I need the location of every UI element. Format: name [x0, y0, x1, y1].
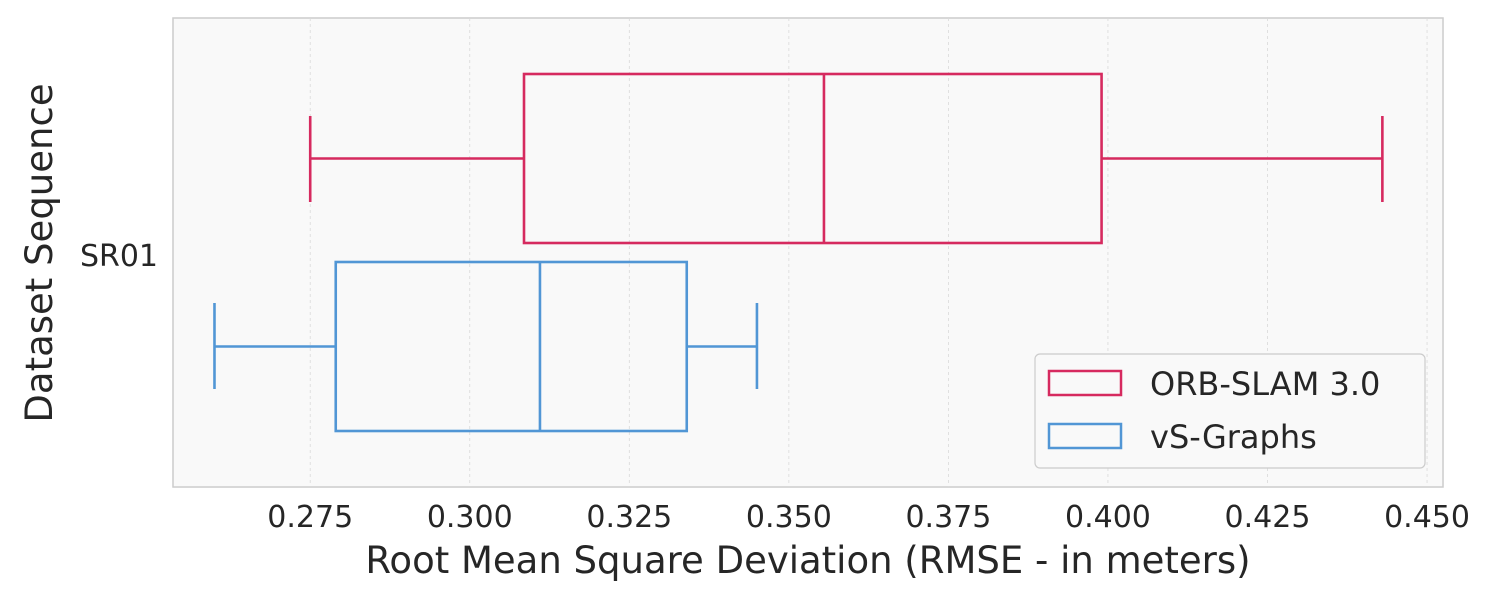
x-axis-label: Root Mean Square Deviation (RMSE - in me… — [365, 539, 1250, 582]
boxes — [213, 72, 1384, 433]
x-tick-label: 0.375 — [905, 500, 991, 535]
x-tick-label: 0.450 — [1384, 500, 1470, 535]
x-tick-label: 0.275 — [267, 500, 353, 535]
legend-label-vs-graphs: vS-Graphs — [1150, 418, 1317, 456]
x-tick-label: 0.400 — [1065, 500, 1151, 535]
y-category-label: SR01 — [80, 239, 158, 274]
x-tick-label: 0.425 — [1225, 500, 1311, 535]
x-tick-label: 0.350 — [746, 500, 832, 535]
box-vs-graphs — [213, 260, 759, 433]
box-orb-slam-3-0 — [308, 72, 1384, 245]
legend-swatch-orb-slam — [1047, 369, 1123, 397]
x-axis-ticks: 0.275 0.300 0.325 0.350 0.375 0.400 0.425 0.450 — [267, 500, 1470, 535]
legend-swatch-vs-graphs — [1047, 422, 1123, 450]
legend-label-orb-slam: ORB-SLAM 3.0 — [1150, 365, 1380, 403]
x-tick-label: 0.325 — [586, 500, 672, 535]
x-tick-label: 0.300 — [427, 500, 513, 535]
legend: ORB-SLAM 3.0 vS-Graphs — [1034, 353, 1426, 469]
legend-frame — [1034, 353, 1426, 469]
y-axis-label: Dataset Sequence — [18, 83, 61, 422]
